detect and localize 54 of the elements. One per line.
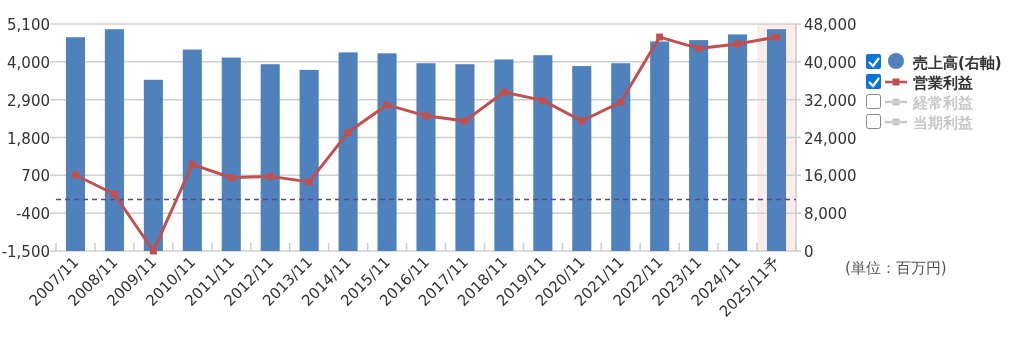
bar — [572, 66, 592, 251]
bar — [416, 63, 436, 251]
point — [578, 117, 586, 125]
bar — [494, 59, 514, 251]
y-tick-label: 700 — [21, 167, 50, 186]
point — [734, 40, 742, 48]
point — [539, 96, 547, 104]
y-tick-label: 4,000 — [7, 53, 50, 72]
bar — [182, 49, 202, 251]
bar — [728, 34, 748, 251]
y-tick-label: -400 — [15, 205, 50, 224]
point — [266, 172, 274, 180]
point — [305, 178, 313, 186]
y-tick-label: 5,100 — [7, 16, 50, 34]
bar — [221, 57, 241, 251]
bar — [338, 52, 358, 251]
bar — [455, 64, 475, 251]
y2-tick-label: 48,000 — [804, 16, 857, 34]
bar — [65, 37, 86, 251]
legend-label: 売上高(右軸) — [913, 54, 1002, 72]
y2-tick-label: 0 — [804, 243, 814, 261]
point — [227, 174, 235, 182]
y-tick-label: -1,500 — [1, 243, 50, 261]
y2-tick-label: 40,000 — [804, 53, 857, 72]
bar — [104, 29, 124, 251]
legend-label: 営業利益 — [913, 74, 973, 92]
point — [773, 33, 781, 41]
point — [110, 190, 118, 198]
y-tick-label: 2,900 — [7, 91, 50, 110]
point — [461, 117, 469, 125]
bar — [689, 40, 709, 251]
y2-tick-label: 8,000 — [804, 205, 847, 224]
point — [71, 171, 79, 179]
point — [344, 128, 352, 136]
bar — [611, 63, 631, 251]
bar — [533, 55, 553, 251]
y-tick-label: 1,800 — [7, 129, 50, 148]
point — [422, 112, 430, 120]
bar — [143, 79, 163, 251]
y2-tick-label: 24,000 — [804, 129, 857, 148]
point — [695, 44, 703, 52]
bar — [377, 53, 397, 251]
bar — [299, 69, 319, 251]
point — [617, 98, 625, 106]
point — [500, 88, 508, 96]
y2-tick-label: 16,000 — [804, 167, 857, 186]
point — [188, 160, 196, 168]
text: (単位：百万円) — [845, 259, 947, 277]
y2-tick-label: 32,000 — [804, 91, 857, 110]
bar — [260, 64, 280, 251]
bar — [650, 41, 670, 251]
point — [656, 33, 664, 41]
point — [383, 101, 391, 109]
point — [149, 247, 157, 255]
